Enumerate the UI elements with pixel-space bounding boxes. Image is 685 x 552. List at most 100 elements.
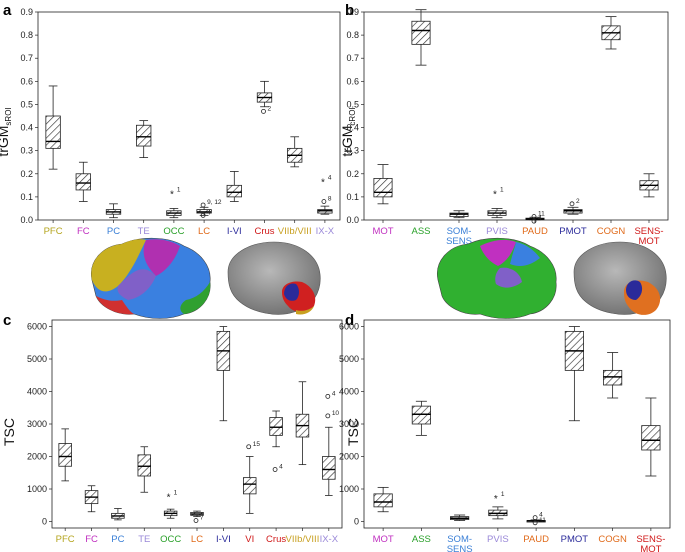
- category-label: PAUD: [522, 226, 548, 237]
- y-tick-label: 0.5: [20, 99, 33, 109]
- outlier-label: 1: [174, 490, 178, 497]
- category-label: PMOT: [559, 226, 587, 237]
- y-axis-title: TSC: [1, 418, 17, 446]
- category-label: COGN: [597, 226, 626, 237]
- y-tick-label: 4000: [27, 387, 47, 397]
- category-label: FC: [77, 226, 90, 237]
- outlier-label: 11: [539, 517, 546, 524]
- outlier-label: 7: [200, 515, 204, 522]
- outlier-extreme: *: [321, 178, 325, 189]
- y-tick-label: 2000: [27, 452, 47, 462]
- category-label: OCC: [160, 534, 181, 545]
- plot-frame: [363, 319, 671, 529]
- category-label: TE: [138, 534, 150, 545]
- y-tick-label: 0.9: [20, 7, 33, 17]
- box-iqr: [641, 425, 661, 451]
- outlier-label: 1: [500, 186, 504, 193]
- y-tick-label: 0.3: [346, 146, 359, 156]
- y-tick-label: 0.5: [346, 99, 359, 109]
- panel-label-a: a: [3, 2, 12, 19]
- category-label: SENS: [447, 544, 473, 552]
- category-label: PC: [107, 226, 120, 237]
- category-label: OCC: [163, 226, 184, 237]
- box-iqr: [603, 369, 623, 386]
- category-label: LC: [191, 534, 203, 545]
- category-label: LC: [198, 226, 210, 237]
- y-tick-label: 0.1: [20, 192, 33, 202]
- y-tick-label: 0.2: [346, 169, 359, 179]
- y-tick-label: 0.3: [20, 146, 33, 156]
- outlier-label: 11: [538, 211, 545, 218]
- category-label: PFC: [56, 534, 75, 545]
- y-tick-label: 0.9: [346, 7, 359, 17]
- brain-cerebellum-right: [573, 241, 667, 315]
- category-label: MOT: [373, 534, 394, 545]
- plot-frame: [37, 11, 341, 221]
- outlier-label: 4: [539, 512, 543, 519]
- y-tick-label: 0.4: [346, 123, 359, 133]
- y-tick-label: 0.4: [20, 123, 33, 133]
- y-tick-label: 0.6: [20, 76, 33, 86]
- outlier-label: 15: [253, 441, 261, 448]
- category-label: PVIS: [486, 226, 508, 237]
- outlier-label: 10: [332, 410, 340, 417]
- outlier-label: 4: [279, 464, 283, 471]
- brain-cerebrum-left: [91, 237, 211, 319]
- category-label: TE: [138, 226, 150, 237]
- outlier-label: 2: [268, 105, 272, 112]
- outlier-label: 4: [207, 209, 211, 216]
- category-label: COGN: [598, 534, 627, 545]
- y-axis-title: TSC: [345, 418, 361, 446]
- category-label: VIIb/VIII: [278, 226, 312, 237]
- y-tick-label: 0.2: [20, 169, 33, 179]
- outlier-label: 4: [538, 215, 542, 222]
- box-iqr: [411, 405, 431, 425]
- category-label: PC: [111, 534, 124, 545]
- category-label: I-VI: [227, 226, 242, 237]
- outlier-point: [325, 393, 331, 399]
- y-tick-label: 0.8: [20, 30, 33, 40]
- category-label: PFC: [44, 226, 63, 237]
- outlier-point: [532, 515, 538, 520]
- outlier-extreme: *: [494, 494, 498, 505]
- box-iqr: [373, 493, 393, 508]
- brain-cerebrum-right: [437, 237, 557, 319]
- outlier-label: 1: [177, 186, 181, 193]
- outlier-label: 4: [328, 175, 332, 182]
- y-tick-label: 0.0: [20, 215, 33, 225]
- outlier-point: [200, 212, 206, 218]
- category-label: SENS-: [634, 226, 663, 237]
- box-iqr: [137, 454, 151, 477]
- category-label: MOT: [372, 226, 393, 237]
- y-tick-label: 0.7: [20, 53, 33, 63]
- category-label: MOT: [638, 236, 659, 247]
- chart-panel-b: trGMcROI 0.0 0.1 0.2 0.3 0.4 0.5 0.6 0.7 0.8 0.9 MO…: [339, 7, 669, 247]
- y-tick-label: 1000: [27, 484, 47, 494]
- y-tick-label: 0.1: [346, 192, 359, 202]
- outlier-point: [531, 214, 537, 219]
- category-label: I-VI: [216, 534, 231, 545]
- outlier-point: [325, 413, 331, 419]
- y-tick-label: 0: [42, 517, 47, 527]
- panel-label-d: d: [345, 312, 354, 329]
- outlier-point: [272, 467, 278, 472]
- y-axis-title: trGMsROI: [0, 107, 13, 156]
- outlier-label: 4: [332, 390, 336, 397]
- category-label: SOM-: [447, 226, 472, 237]
- category-label: ASS: [412, 534, 431, 545]
- category-label: SOM-: [447, 534, 472, 545]
- brain-cerebellum-left: [227, 241, 321, 315]
- y-tick-label: 3000: [339, 419, 359, 429]
- outlier-extreme: *: [493, 189, 497, 200]
- box-iqr: [75, 173, 91, 191]
- outlier-point: [531, 218, 537, 224]
- box-iqr: [58, 443, 72, 467]
- category-label: VI: [245, 534, 254, 545]
- y-tick-label: 6000: [339, 322, 359, 332]
- category-label: SENS: [446, 236, 472, 247]
- category-label: Crus: [254, 226, 274, 237]
- box-iqr: [136, 124, 152, 147]
- box-iqr: [242, 477, 257, 495]
- outlier-point: [569, 201, 575, 207]
- y-tick-label: 4000: [339, 387, 359, 397]
